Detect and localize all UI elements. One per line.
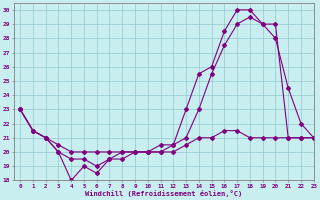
X-axis label: Windchill (Refroidissement éolien,°C): Windchill (Refroidissement éolien,°C) bbox=[85, 190, 242, 197]
